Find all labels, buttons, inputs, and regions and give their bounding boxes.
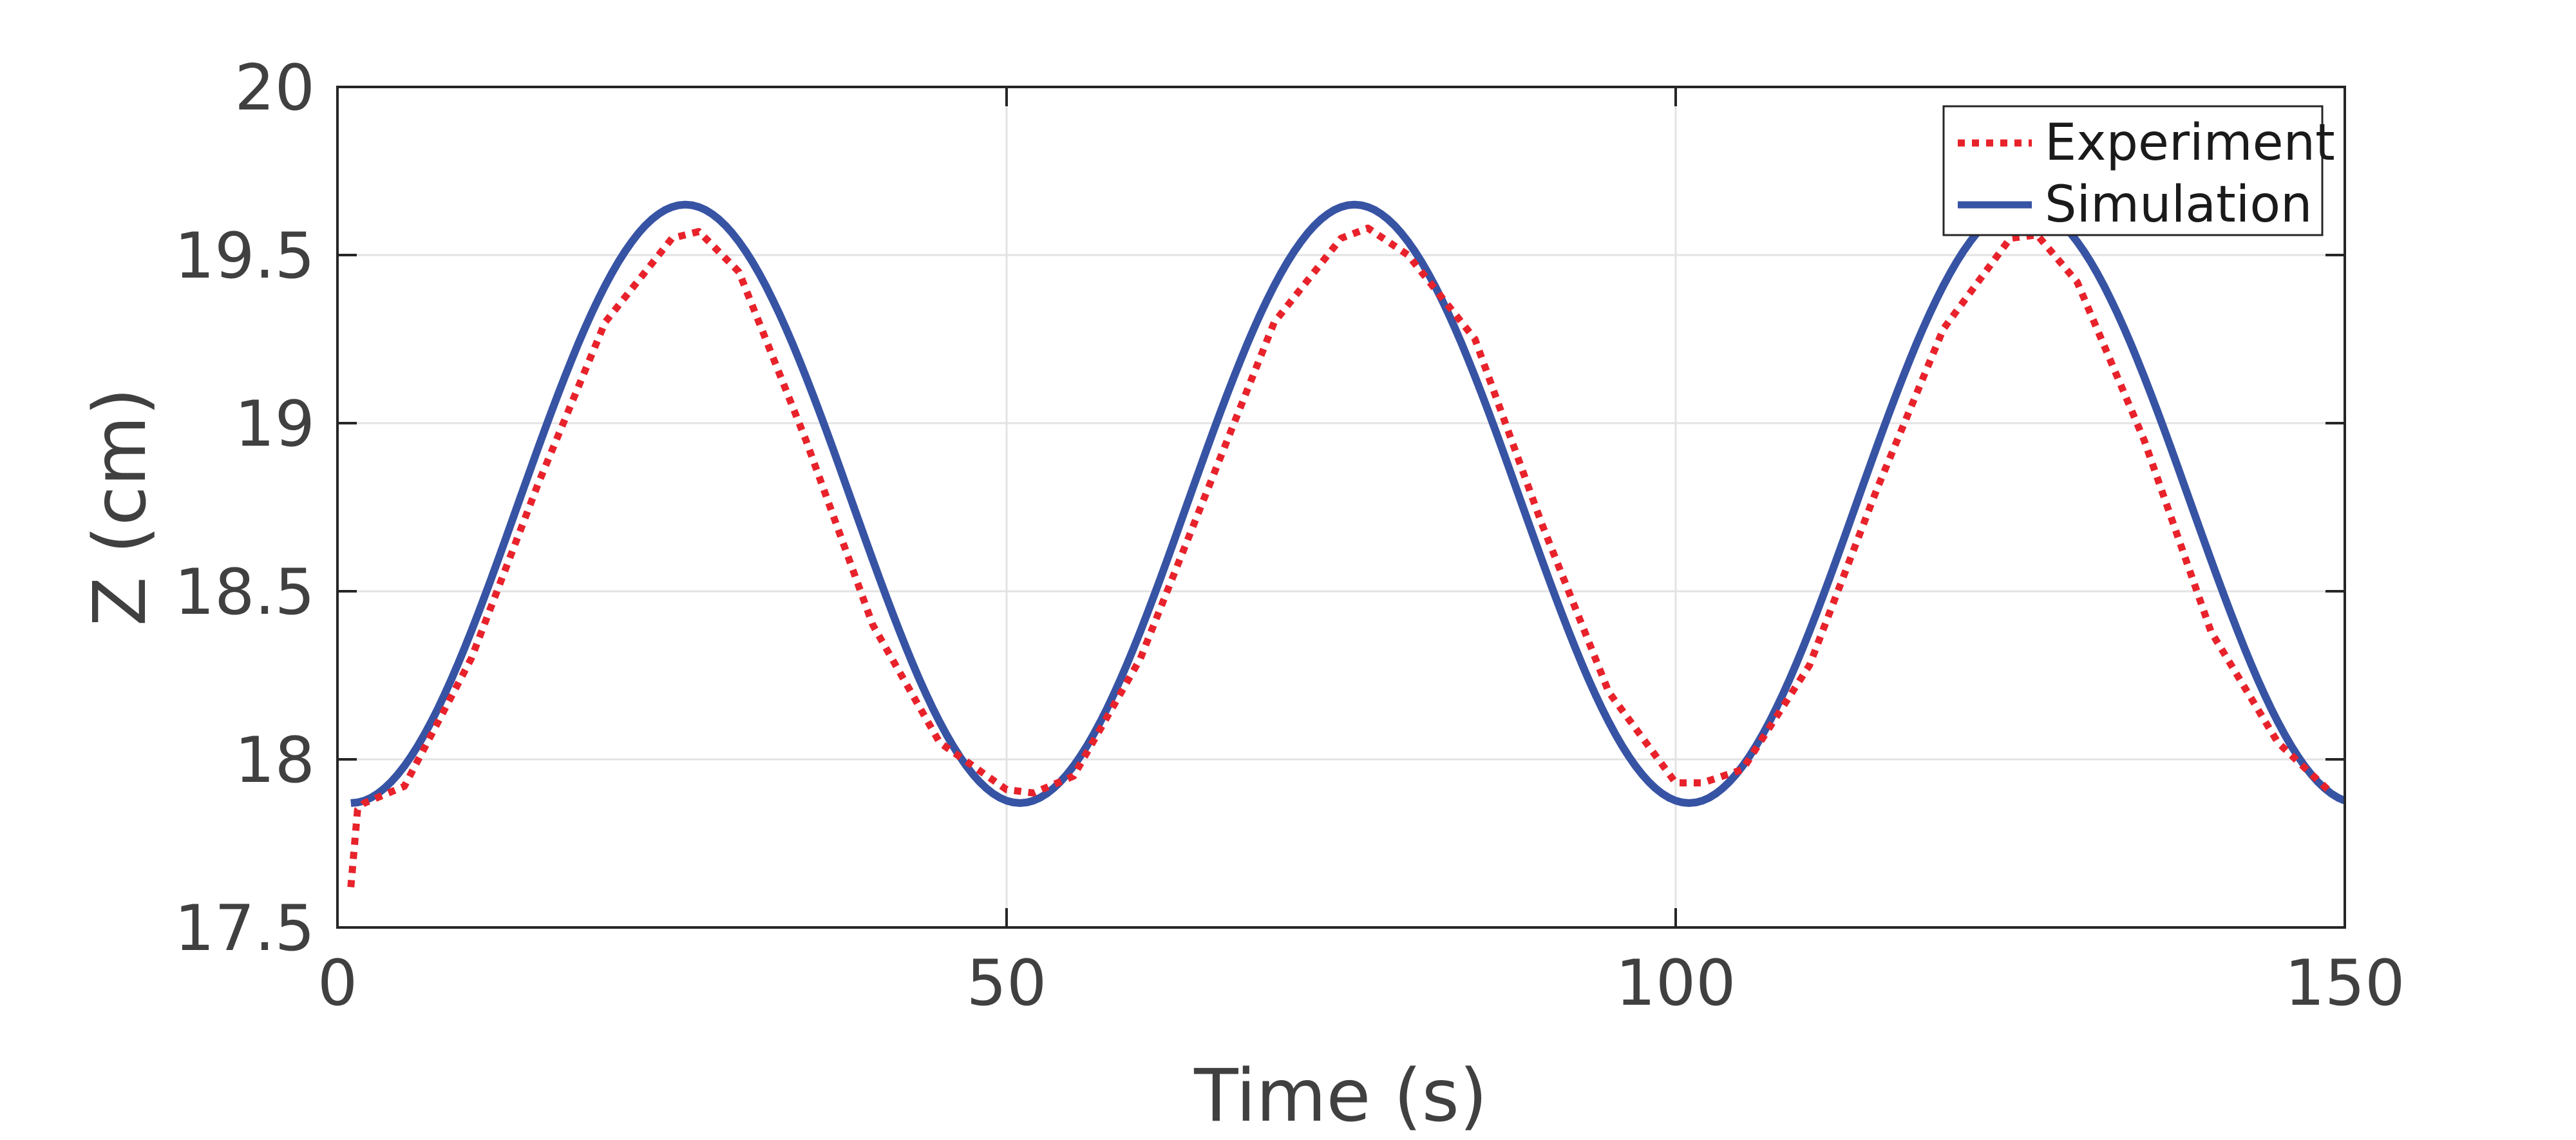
y-tick-label: 20	[234, 52, 315, 125]
series-experiment-line	[347, 224, 2334, 888]
plot-frame	[336, 86, 2346, 929]
y-tick-label: 18.5	[175, 556, 315, 629]
x-tick-label: 100	[1615, 947, 1736, 1020]
tick-labels: 0 50 100 150 17.5 18 18.5 19 19.5 20	[175, 52, 2405, 1020]
x-tick-label: 150	[2284, 947, 2405, 1020]
x-tick-label: 0	[317, 947, 357, 1020]
y-axis-label: Z (cm)	[79, 388, 162, 626]
x-tick-label: 50	[967, 947, 1047, 1020]
y-tick-label: 19	[234, 388, 315, 461]
y-tick-label: 19.5	[175, 220, 315, 293]
x-axis-label: Time (s)	[1193, 1054, 1487, 1138]
legend-label-simulation: Simulation	[2045, 176, 2312, 234]
y-tick-label: 18	[234, 724, 315, 797]
legend-box	[1942, 105, 2324, 236]
legend: Experiment Simulation	[1942, 105, 2335, 236]
y-tick-label: 17.5	[175, 892, 315, 965]
legend-label-experiment: Experiment	[2045, 114, 2335, 172]
axis-ticks	[336, 86, 2346, 929]
